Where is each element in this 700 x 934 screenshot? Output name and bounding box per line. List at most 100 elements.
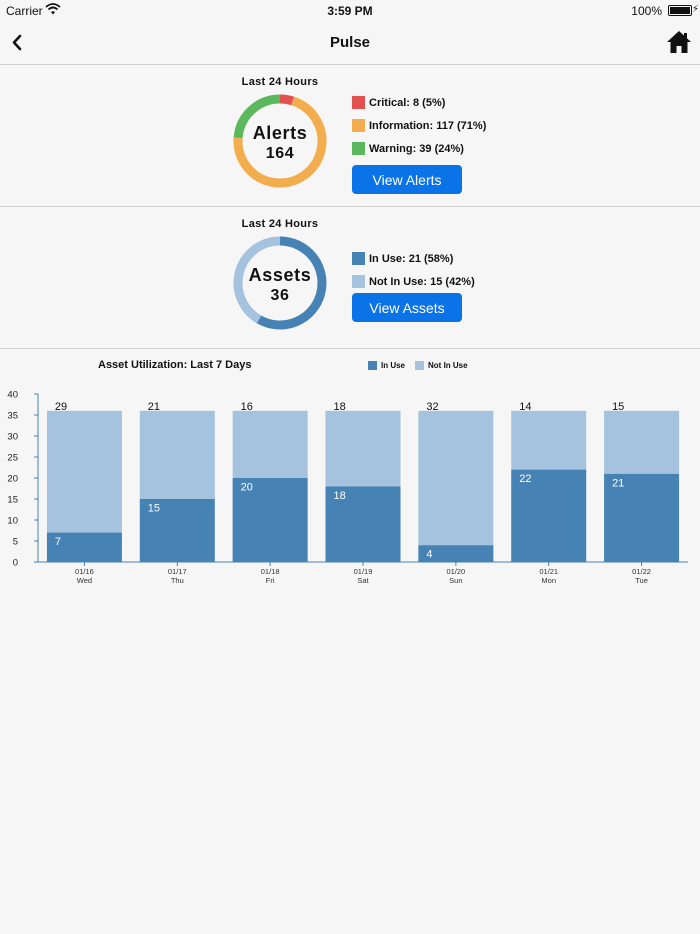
alerts-donut-chart: Alerts 164 <box>232 93 328 189</box>
back-button[interactable] <box>6 28 32 58</box>
x-tick-day-label: Tue <box>635 576 648 585</box>
x-tick-label: 01/18 <box>261 567 280 576</box>
bar-in-use[interactable] <box>232 478 308 562</box>
x-tick-label: 01/21 <box>539 567 558 576</box>
information-label: Information: 117 (71%) <box>369 119 487 132</box>
bar-not-in-use[interactable] <box>511 410 587 470</box>
bar-in-use-label: 7 <box>55 536 61 548</box>
information-swatch <box>352 119 365 132</box>
bar-not-in-use[interactable] <box>604 410 680 474</box>
bar-not-in-use[interactable] <box>232 410 308 478</box>
alerts-legend-critical: Critical: 8 (5%) <box>352 91 486 114</box>
alerts-summary: Last 24 Hours Alerts 164 Critical: 8 (5%… <box>0 66 700 207</box>
bar-not-in-use-label: 15 <box>612 401 624 413</box>
chart-legend: In Use Not In Use <box>368 361 478 370</box>
alerts-legend-warning: Warning: 39 (24%) <box>352 137 486 160</box>
warning-label: Warning: 39 (24%) <box>369 142 464 155</box>
y-tick-label: 40 <box>7 390 18 401</box>
clock: 3:59 PM <box>327 4 373 18</box>
bar-in-use-label: 18 <box>334 490 346 502</box>
alerts-donut-segment-2 <box>233 94 281 139</box>
bar-not-in-use[interactable] <box>325 410 401 487</box>
bar-not-in-use-label: 21 <box>148 401 160 413</box>
charging-icon: ⚡ <box>691 4 699 15</box>
in-use-label: In Use: 21 (58%) <box>369 252 454 265</box>
assets-donut-segment-0 <box>256 236 327 330</box>
bar-not-in-use[interactable] <box>46 410 122 533</box>
chart-legend-in-use-swatch <box>368 361 377 370</box>
bar-not-in-use-label: 32 <box>426 401 438 413</box>
x-tick-label: 01/22 <box>632 567 651 576</box>
assets-legend-not-in-use: Not In Use: 15 (42%) <box>352 270 475 293</box>
bar-in-use[interactable] <box>139 499 215 562</box>
page-title: Pulse <box>329 34 371 51</box>
bar-in-use[interactable] <box>604 473 680 562</box>
y-tick-label: 15 <box>7 495 18 506</box>
y-tick-label: 10 <box>7 516 18 527</box>
critical-swatch <box>352 96 365 109</box>
assets-donut-total: 36 <box>270 287 290 304</box>
y-tick-label: 20 <box>7 474 18 485</box>
wifi-icon <box>45 3 61 18</box>
bar-not-in-use-label: 14 <box>519 401 531 413</box>
y-tick-label: 30 <box>7 432 18 443</box>
alerts-period-label: Last 24 Hours <box>241 76 319 88</box>
assets-donut-chart: Assets 36 <box>232 235 328 331</box>
bar-in-use[interactable] <box>325 486 401 562</box>
warning-swatch <box>352 142 365 155</box>
not-in-use-label: Not In Use: 15 (42%) <box>369 275 475 288</box>
bar-in-use-label: 20 <box>241 482 253 494</box>
battery-icon <box>668 5 692 16</box>
y-tick-label: 35 <box>7 411 18 422</box>
bar-not-in-use-label: 16 <box>241 401 253 413</box>
chart-title: Asset Utilization: Last 7 Days <box>98 359 252 371</box>
bar-in-use-label: 4 <box>426 549 432 561</box>
bar-in-use[interactable] <box>418 545 494 562</box>
bar-not-in-use[interactable] <box>139 410 215 499</box>
x-tick-day-label: Wed <box>77 576 92 585</box>
bar-in-use[interactable] <box>511 469 587 562</box>
view-assets-button[interactable]: View Assets <box>352 293 462 322</box>
battery-percentage: 100% <box>631 4 662 18</box>
chart-legend-in-use: In Use <box>381 361 406 370</box>
x-tick-day-label: Mon <box>541 576 556 585</box>
alerts-donut-total: 164 <box>265 145 295 162</box>
y-tick-label: 25 <box>7 453 18 464</box>
assets-donut-title: Assets <box>248 265 312 285</box>
y-tick-label: 0 <box>13 558 18 569</box>
x-tick-day-label: Sat <box>357 576 369 585</box>
assets-summary: Last 24 Hours Assets 36 In Use: 21 (58%)… <box>0 208 700 349</box>
bar-in-use-label: 15 <box>148 503 160 515</box>
bar-in-use-label: 21 <box>612 477 624 489</box>
bar-not-in-use-label: 29 <box>55 401 67 413</box>
x-tick-day-label: Fri <box>266 576 275 585</box>
chart-legend-not-in-use: Not In Use <box>428 361 468 370</box>
alerts-donut-segment-1 <box>233 96 327 188</box>
x-tick-day-label: Thu <box>171 576 184 585</box>
bar-not-in-use-label: 18 <box>334 401 346 413</box>
x-tick-label: 01/20 <box>446 567 465 576</box>
bar-not-in-use[interactable] <box>418 410 494 546</box>
assets-legend: In Use: 21 (58%) Not In Use: 15 (42%) <box>352 247 475 293</box>
x-tick-label: 01/16 <box>75 567 94 576</box>
x-tick-day-label: Sun <box>449 576 462 585</box>
assets-legend-in-use: In Use: 21 (58%) <box>352 247 475 270</box>
bar-in-use-label: 22 <box>519 473 531 485</box>
carrier-label: Carrier <box>6 4 43 18</box>
assets-donut-segment-1 <box>233 236 281 324</box>
in-use-swatch <box>352 252 365 265</box>
bar-in-use[interactable] <box>46 532 122 562</box>
alerts-legend-information: Information: 117 (71%) <box>352 114 486 137</box>
home-button[interactable] <box>666 29 692 55</box>
view-alerts-button[interactable]: View Alerts <box>352 165 462 194</box>
navigation-bar: Pulse <box>0 22 700 65</box>
status-bar: Carrier 3:59 PM 100% ⚡ <box>0 0 700 22</box>
chevron-left-icon <box>12 34 22 51</box>
alerts-donut-title: Alerts <box>252 123 308 143</box>
critical-label: Critical: 8 (5%) <box>369 96 446 109</box>
alerts-legend: Critical: 8 (5%) Information: 117 (71%) … <box>352 91 486 160</box>
assets-period-label: Last 24 Hours <box>241 218 319 230</box>
home-icon <box>667 31 691 53</box>
x-tick-label: 01/17 <box>168 567 187 576</box>
